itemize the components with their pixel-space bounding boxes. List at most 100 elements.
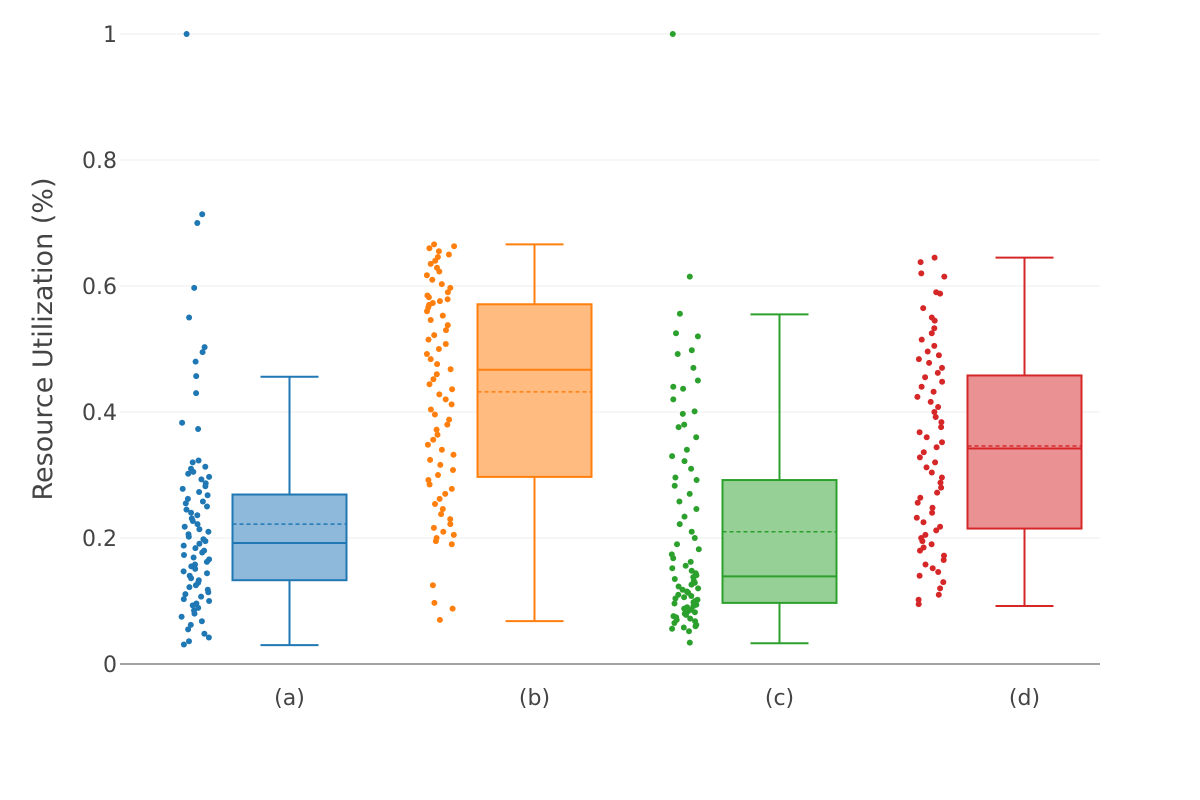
data-point (194, 220, 201, 226)
data-point (194, 512, 201, 519)
data-point (180, 542, 187, 549)
data-point (193, 390, 200, 397)
data-point (915, 596, 922, 603)
data-point (695, 585, 702, 592)
data-point (180, 596, 187, 603)
data-point (189, 602, 196, 609)
data-point (916, 429, 923, 436)
data-point (186, 638, 192, 645)
data-point (449, 386, 456, 393)
data-point (694, 333, 701, 340)
data-point (929, 504, 936, 511)
data-point (189, 459, 196, 466)
data-point (432, 538, 439, 545)
data-point (451, 243, 458, 250)
x-tick-label: (c) (765, 686, 794, 711)
data-point (933, 444, 940, 451)
data-point (918, 270, 925, 277)
data-point (671, 482, 678, 489)
data-point (430, 524, 437, 531)
data-point (434, 361, 441, 368)
data-point (670, 555, 677, 562)
data-point (680, 624, 687, 631)
data-point (681, 458, 688, 465)
data-point (932, 414, 939, 420)
data-point (437, 461, 444, 468)
data-point (442, 396, 449, 403)
data-point (669, 453, 676, 460)
data-point (426, 245, 433, 252)
data-point (670, 383, 677, 390)
data-point (426, 381, 433, 388)
data-point (192, 545, 199, 552)
data-point (433, 426, 440, 433)
data-point (918, 336, 925, 343)
data-point (432, 501, 438, 507)
data-point (435, 472, 441, 478)
data-point (427, 456, 434, 463)
data-point (686, 273, 693, 280)
data-point (449, 605, 456, 612)
data-point (915, 356, 922, 363)
data-point (939, 439, 945, 446)
data-point (442, 490, 449, 497)
data-point (431, 241, 438, 248)
data-point (201, 344, 208, 351)
data-point (184, 495, 191, 502)
data-point (683, 611, 689, 618)
data-point (188, 509, 195, 516)
data-point (435, 346, 442, 352)
data-point (692, 623, 699, 630)
data-point (937, 585, 944, 592)
data-point (688, 581, 695, 588)
data-point (429, 276, 436, 283)
data-point (202, 463, 209, 470)
y-axis-title: Resource Utilization (%) (28, 178, 59, 501)
data-point (434, 431, 441, 438)
data-point (938, 419, 945, 426)
data-point (196, 540, 203, 547)
data-point (679, 410, 686, 417)
data-point (187, 621, 194, 628)
data-point (186, 314, 193, 321)
x-tick-label: (b) (519, 686, 550, 711)
data-point (427, 260, 434, 267)
data-point (185, 626, 192, 633)
data-point (179, 419, 186, 426)
data-point (687, 558, 694, 565)
data-point (188, 575, 195, 582)
data-point (941, 273, 948, 280)
data-point (691, 408, 698, 415)
data-point (199, 211, 206, 218)
data-point (937, 479, 944, 486)
data-point (431, 411, 438, 418)
data-point (928, 541, 935, 548)
data-point (695, 546, 702, 553)
data-point (444, 322, 451, 329)
data-point (693, 477, 700, 483)
data-point (450, 531, 457, 538)
data-point (179, 485, 186, 492)
data-point (196, 489, 203, 495)
data-point (935, 569, 942, 575)
data-point (923, 434, 930, 441)
data-point (923, 464, 930, 471)
data-point (686, 639, 693, 646)
data-point (427, 317, 434, 323)
data-point (442, 341, 449, 347)
data-point (429, 582, 436, 589)
data-point (932, 459, 939, 466)
data-point (928, 469, 935, 476)
data-point (688, 465, 695, 472)
data-point (928, 330, 935, 337)
data-point (931, 342, 938, 349)
data-point (205, 634, 212, 641)
data-point (185, 533, 192, 540)
data-point (688, 593, 695, 599)
y-axis-ticks: 0 0.2 0.4 0.6 0.8 1 (82, 23, 117, 678)
data-point (670, 396, 677, 403)
data-point (427, 406, 434, 413)
data-point (669, 625, 676, 632)
data-point (192, 582, 199, 589)
data-point (195, 457, 202, 464)
